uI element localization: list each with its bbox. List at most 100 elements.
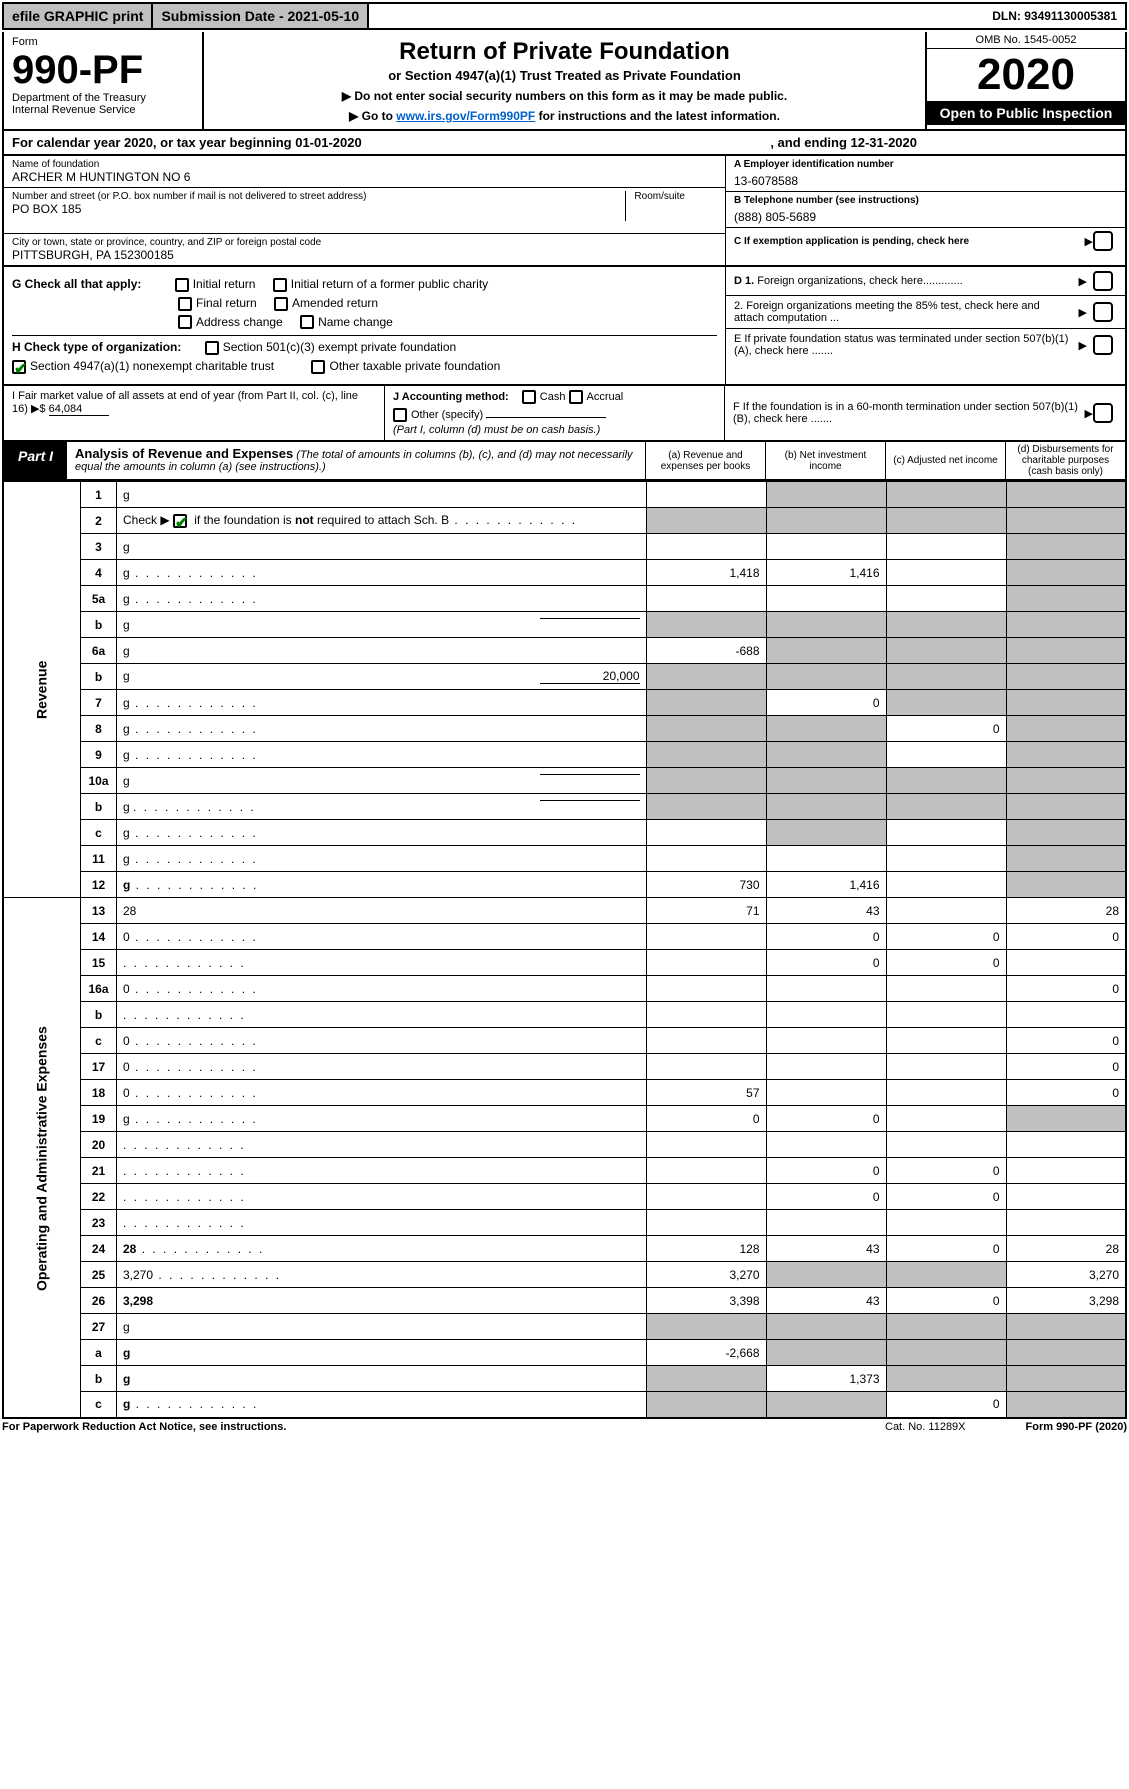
- g-initial-return[interactable]: [175, 278, 189, 292]
- g-amended-return[interactable]: [274, 297, 288, 311]
- cell-c: [886, 846, 1006, 872]
- cell-b: [766, 482, 886, 508]
- cell-b: [766, 742, 886, 768]
- line-number: 19: [81, 1106, 117, 1132]
- line-description: g: [117, 820, 647, 846]
- line-number: 8: [81, 716, 117, 742]
- efile-print-button[interactable]: efile GRAPHIC print: [4, 4, 153, 28]
- table-row: bg: [3, 612, 1126, 638]
- d1-checkbox[interactable]: [1093, 271, 1113, 291]
- cell-b: [766, 1028, 886, 1054]
- cell-a: [646, 716, 766, 742]
- g-initial-former[interactable]: [273, 278, 287, 292]
- form990pf-link[interactable]: www.irs.gov/Form990PF: [396, 109, 535, 123]
- table-row: cg0: [3, 1392, 1126, 1418]
- cell-d: [1006, 1184, 1126, 1210]
- cell-b: [766, 716, 886, 742]
- arrow-icon: ▶: [1079, 306, 1087, 319]
- exemption-checkbox[interactable]: [1093, 231, 1113, 251]
- cell-a: [646, 794, 766, 820]
- cell-c: [886, 794, 1006, 820]
- line-number: 27: [81, 1314, 117, 1340]
- table-row: 7g0: [3, 690, 1126, 716]
- line-description: g: [117, 586, 647, 612]
- cell-d: 3,270: [1006, 1262, 1126, 1288]
- f-label: F If the foundation is in a 60-month ter…: [733, 401, 1085, 425]
- cell-b: [766, 1054, 886, 1080]
- line-number: 20: [81, 1132, 117, 1158]
- cell-d: 0: [1006, 1080, 1126, 1106]
- g-address-change[interactable]: [178, 315, 192, 329]
- cell-a: [646, 768, 766, 794]
- line-description: [117, 1002, 647, 1028]
- j-accrual[interactable]: [569, 390, 583, 404]
- f-checkbox[interactable]: [1093, 403, 1113, 423]
- address-row: Number and street (or P.O. box number if…: [4, 188, 725, 234]
- cell-d: [1006, 1132, 1126, 1158]
- cell-d: [1006, 508, 1126, 534]
- cell-a: [646, 1184, 766, 1210]
- revenue-side-label: Revenue: [3, 482, 81, 898]
- irs: Internal Revenue Service: [12, 104, 194, 116]
- cell-c: [886, 1028, 1006, 1054]
- d2-checkbox[interactable]: [1093, 302, 1113, 322]
- cell-d: 0: [1006, 1054, 1126, 1080]
- j-other[interactable]: [393, 408, 407, 422]
- cell-c: [886, 1366, 1006, 1392]
- line-number: 5a: [81, 586, 117, 612]
- cell-c: [886, 1262, 1006, 1288]
- cell-d: [1006, 482, 1126, 508]
- line-number: b: [81, 1366, 117, 1392]
- cell-d: 0: [1006, 1028, 1126, 1054]
- h-501c3[interactable]: [205, 341, 219, 355]
- form-ref: Form 990-PF (2020): [1026, 1421, 1127, 1433]
- ijf-block: I Fair market value of all assets at end…: [2, 386, 1127, 442]
- cell-b: 1,416: [766, 872, 886, 898]
- ein-row: A Employer identification number 13-6078…: [726, 156, 1125, 192]
- cell-b: [766, 820, 886, 846]
- part1-desc: Analysis of Revenue and Expenses (The to…: [67, 442, 645, 479]
- d2-row: 2. Foreign organizations meeting the 85%…: [726, 296, 1125, 329]
- e-checkbox[interactable]: [1093, 335, 1113, 355]
- cell-c: 0: [886, 716, 1006, 742]
- expenses-side-label: Operating and Administrative Expenses: [3, 898, 81, 1418]
- cell-b: [766, 638, 886, 664]
- cell-a: [646, 950, 766, 976]
- j-cash[interactable]: [522, 390, 536, 404]
- cell-c: [886, 1106, 1006, 1132]
- line-number: 12: [81, 872, 117, 898]
- g-final-return[interactable]: [178, 297, 192, 311]
- cell-c: [886, 482, 1006, 508]
- line-description: g: [117, 1366, 647, 1392]
- h-other-taxable[interactable]: [311, 360, 325, 374]
- cell-c: [886, 1054, 1006, 1080]
- cell-c: [886, 508, 1006, 534]
- cell-a: [646, 1314, 766, 1340]
- form-word: Form: [12, 36, 194, 48]
- form-year-block: OMB No. 1545-0052 2020 Open to Public In…: [925, 32, 1125, 129]
- cell-b: [766, 976, 886, 1002]
- foundation-name: ARCHER M HUNTINGTON NO 6: [12, 170, 717, 184]
- h-4947a1[interactable]: [12, 360, 26, 374]
- line-number: 13: [81, 898, 117, 924]
- line-number: 2: [81, 508, 117, 534]
- line-number: 4: [81, 560, 117, 586]
- line-description: g: [117, 1340, 647, 1366]
- cell-a: 1,418: [646, 560, 766, 586]
- phone: (888) 805-5689: [734, 210, 1117, 224]
- form-note1: ▶ Do not enter social security numbers o…: [214, 89, 915, 103]
- cell-a: [646, 924, 766, 950]
- table-row: 3g: [3, 534, 1126, 560]
- name-label: Name of foundation: [12, 159, 717, 170]
- cell-d: [1006, 690, 1126, 716]
- f-block: F If the foundation is in a 60-month ter…: [725, 386, 1125, 440]
- cell-a: [646, 1002, 766, 1028]
- form-title-block: Return of Private Foundation or Section …: [204, 32, 925, 129]
- line-description: g: [117, 1314, 647, 1340]
- line-number: b: [81, 1002, 117, 1028]
- line-number: 21: [81, 1158, 117, 1184]
- cell-a: [646, 820, 766, 846]
- cell-b: [766, 612, 886, 638]
- h-row: H Check type of organization: Section 50…: [12, 335, 717, 355]
- g-name-change[interactable]: [300, 315, 314, 329]
